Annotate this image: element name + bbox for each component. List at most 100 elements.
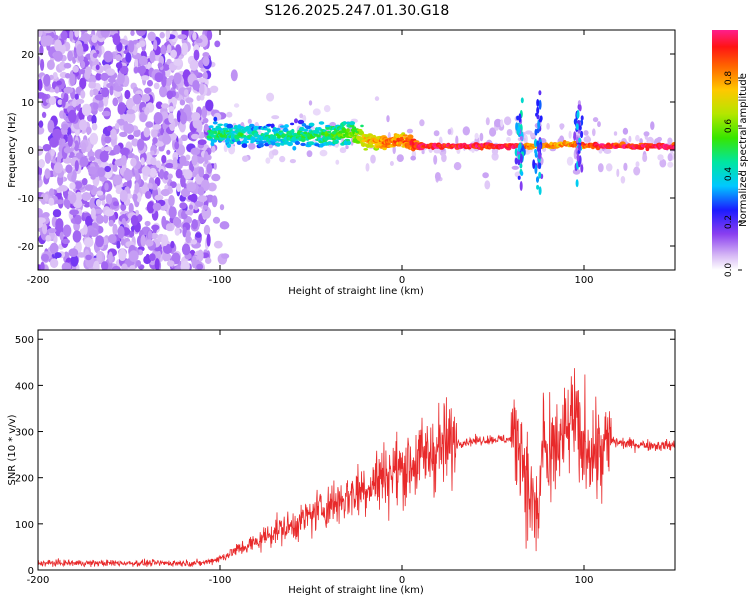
noise-cell [109, 85, 114, 96]
spectrogram-x-tick-label: -200 [27, 275, 50, 286]
noise-cell [202, 56, 210, 67]
noise-cell [212, 216, 221, 224]
spectrogram-y-tick-label: -10 [18, 194, 34, 205]
noise-cell [101, 110, 111, 117]
noise-cell [61, 97, 66, 108]
colorbar-tick-label: 0.4 [724, 167, 734, 182]
chart-title: S126.2025.247.01.30.G18 [265, 3, 450, 19]
noise-cell [74, 30, 80, 38]
signal-cell [219, 137, 226, 141]
signal-cell [534, 138, 538, 148]
noise-cell [161, 154, 167, 164]
noise-cell [154, 72, 164, 83]
noise-cell [447, 128, 452, 135]
noise-cell [144, 107, 150, 116]
noise-cell [170, 240, 175, 249]
signal-cell [517, 175, 521, 180]
spectrogram-x-tick-label: 100 [574, 275, 593, 286]
signal-cell [287, 141, 293, 147]
noise-cell [196, 263, 204, 270]
noise-cell [181, 243, 191, 256]
noise-cell [185, 231, 191, 243]
noise-cell [153, 39, 158, 51]
noise-cell [106, 125, 113, 132]
noise-cell [183, 89, 189, 96]
noise-cell [52, 128, 62, 139]
noise-cell [205, 257, 212, 265]
noise-cell [43, 35, 53, 46]
noise-cell [72, 230, 82, 243]
noise-cell [41, 253, 49, 262]
noise-cell [628, 135, 632, 143]
signal-cell [283, 128, 289, 133]
noise-cell [172, 157, 178, 170]
noise-cell [57, 99, 63, 105]
noise-cell [127, 134, 135, 140]
signal-cell [576, 111, 580, 119]
signal-cell [274, 142, 281, 146]
spectrogram-x-ticks: -200 -100 0 100 [27, 30, 594, 286]
signal-cell [316, 134, 321, 138]
signal-cell [399, 136, 405, 141]
noise-cell [53, 162, 64, 174]
noise-cell [506, 136, 511, 143]
noise-cell [190, 147, 201, 156]
noise-cell [144, 220, 151, 227]
noise-cell [61, 262, 72, 270]
noise-cell [198, 166, 205, 178]
signal-cell [363, 148, 369, 151]
noise-cell [95, 64, 100, 71]
colorbar-tick-label: 0.2 [724, 215, 734, 229]
noise-cell [43, 74, 51, 87]
noise-cell [396, 154, 404, 163]
noise-cell [192, 31, 197, 41]
noise-cell [38, 55, 41, 66]
snr-y-axis-label: SNR (10 * v/v) [7, 414, 18, 485]
noise-cell [150, 157, 157, 166]
noise-cell [41, 111, 47, 118]
noise-cell [299, 113, 304, 119]
noise-cell [108, 77, 116, 84]
noise-cell [474, 132, 479, 140]
signal-cell [538, 144, 542, 149]
noise-cell [129, 265, 136, 270]
noise-cell [202, 52, 210, 58]
noise-cell [92, 102, 99, 110]
signal-cell [212, 121, 218, 125]
snr-x-axis-label: Height of straight line (km) [288, 585, 424, 596]
noise-cell [48, 188, 55, 197]
noise-cell [266, 92, 275, 102]
noise-cell [49, 258, 59, 269]
noise-cell [63, 86, 74, 94]
noise-cell [101, 87, 110, 98]
signal-cell [327, 130, 332, 134]
noise-cell [121, 263, 128, 270]
noise-cell [81, 103, 92, 117]
noise-cell [201, 206, 212, 219]
noise-cell [164, 78, 172, 86]
signal-cell [258, 143, 264, 148]
noise-cell [503, 116, 512, 126]
signal-cell [316, 127, 322, 131]
signal-cell [270, 123, 275, 129]
signal-cell [517, 126, 521, 134]
noise-cell [159, 85, 168, 98]
noise-cell [433, 130, 440, 137]
signal-cell [308, 141, 315, 146]
noise-cell [195, 232, 202, 238]
noise-cell [667, 153, 673, 162]
noise-cell [597, 163, 604, 173]
noise-cell [523, 134, 528, 145]
noise-cell [191, 219, 198, 230]
signal-cell [519, 136, 523, 141]
noise-cell [180, 260, 190, 270]
noise-cell [441, 153, 447, 163]
noise-cell [592, 128, 596, 137]
noise-cell [605, 163, 613, 172]
signal-cell [517, 144, 521, 152]
signal-cell [346, 128, 350, 133]
signal-cell [349, 121, 356, 126]
signal-cell [294, 118, 298, 124]
signal-cell [360, 124, 364, 128]
noise-cell [162, 64, 170, 71]
